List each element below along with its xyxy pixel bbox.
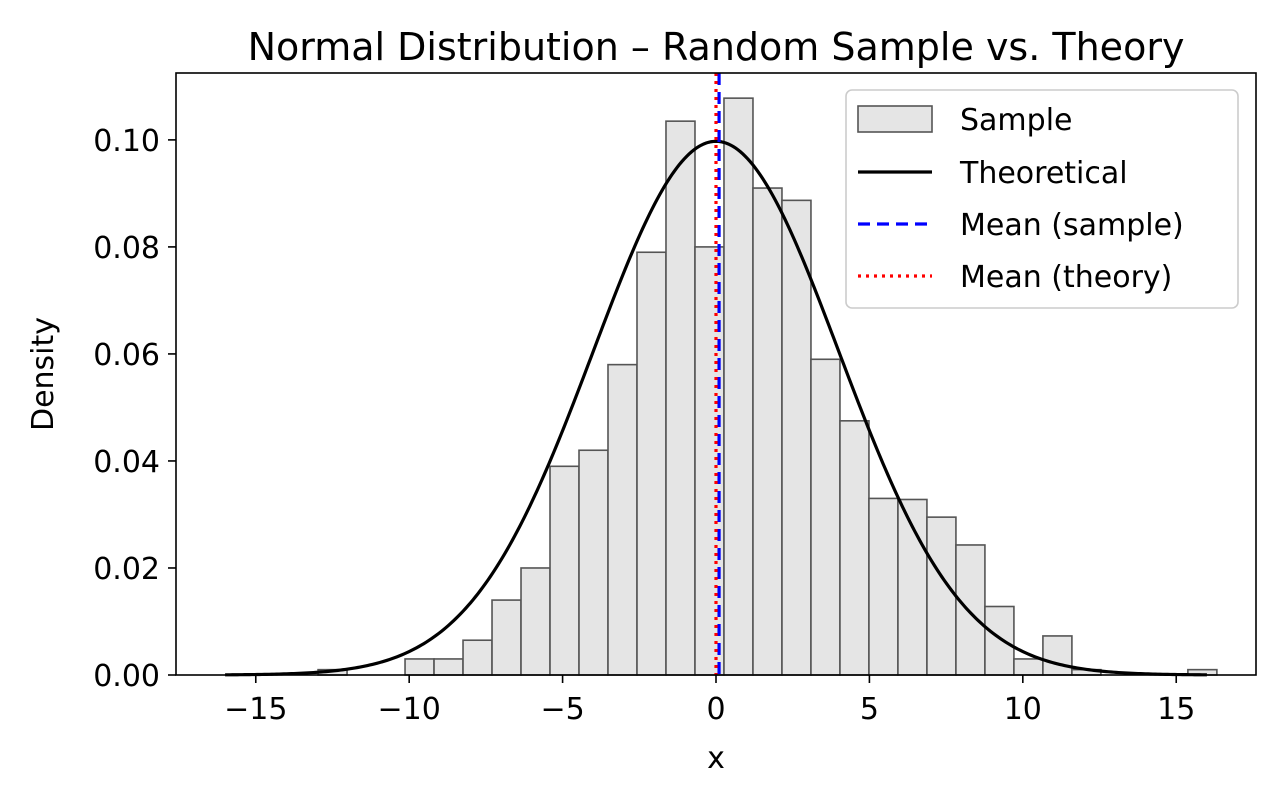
plot-area: −15 −10 −5 0 5 10 15 0.00 0.02 0.04 0.06 0.08 0.10 [93,72,1257,727]
y-tick-label: 0.08 [93,231,160,266]
theoretical-curve [225,139,1207,677]
histogram-bar [404,658,435,676]
histogram-bar [926,516,957,676]
legend-mean-theory-label: Mean (theory) [960,260,1172,295]
histogram-bar [955,544,986,676]
x-axis-label: x [707,741,725,776]
histogram-bar [665,120,696,676]
histogram-bar [578,449,609,676]
histogram-bar [491,599,522,676]
x-tick-label: −5 [540,692,584,727]
legend-mean-sample-label: Mean (sample) [960,208,1184,243]
histogram-bar [839,420,870,676]
histogram-bar [636,251,667,676]
histogram-bar [868,497,899,676]
y-tick-label: 0.02 [93,552,160,587]
chart-title: Normal Distribution – Random Sample vs. … [248,25,1185,69]
x-tick-label: −10 [378,692,441,727]
x-tick-label: 10 [1004,692,1042,727]
histogram-bar [752,187,783,676]
histogram-bar [520,567,551,676]
legend-sample-swatch [857,105,933,133]
y-axis-label: Density [26,317,61,431]
histogram-bar [549,465,580,676]
x-tick-label: 5 [860,692,879,727]
y-tick-label: 0.06 [93,338,160,373]
histogram-bar [723,97,754,676]
x-tick-label: −15 [224,692,287,727]
x-tick-label: 0 [706,692,725,727]
legend-sample-label: Sample [960,103,1073,138]
x-tick-label: 15 [1157,692,1195,727]
histogram-bar [462,639,493,676]
histogram-bar [433,658,464,676]
y-tick-label: 0.04 [93,445,160,480]
histogram-bar [1013,658,1044,676]
legend-theoretical-label: Theoretical [959,156,1128,191]
histogram-bar [984,605,1015,676]
histogram-bar [607,363,638,676]
histogram-bar [810,358,841,676]
y-tick-label: 0.00 [93,659,160,694]
histogram-bar [1042,635,1073,676]
legend: Sample Theoretical Mean (sample) Mean (theo… [845,89,1239,309]
legend-box [845,89,1239,309]
y-tick-label: 0.10 [93,124,160,159]
